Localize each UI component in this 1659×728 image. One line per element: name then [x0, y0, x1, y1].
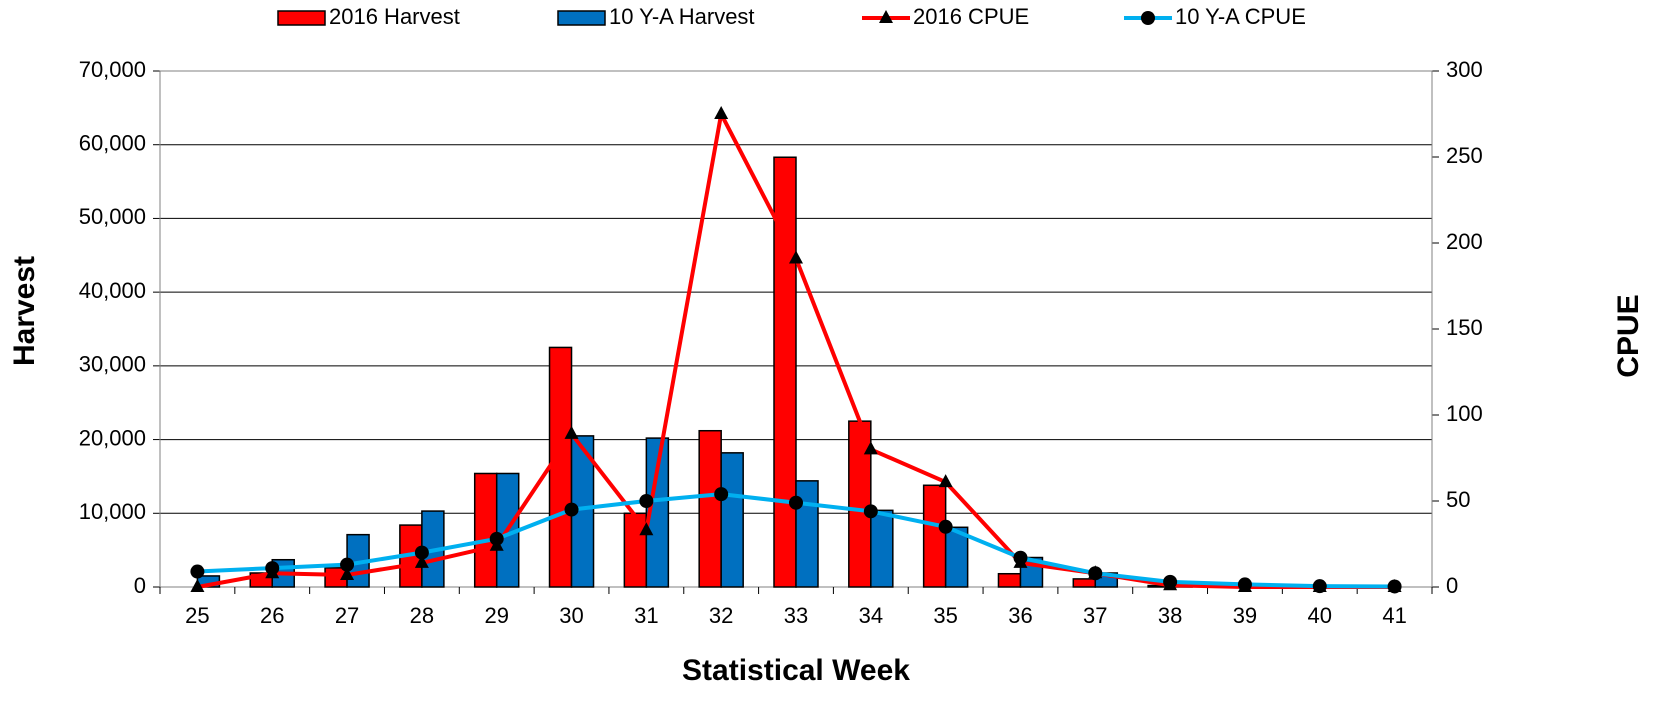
y2-tick-label: 50: [1446, 487, 1470, 512]
y-tick-label: 30,000: [79, 352, 146, 377]
x-tick-label: 29: [484, 603, 508, 628]
marker: [265, 561, 280, 576]
bar: [870, 509, 894, 588]
marker: [414, 554, 429, 568]
y2-tick-label: 200: [1446, 229, 1483, 254]
x-tick-label: 37: [1083, 603, 1107, 628]
marker: [639, 522, 654, 536]
legend-label: 10 Y-A CPUE: [1175, 4, 1306, 29]
legend-label: 2016 Harvest: [329, 4, 460, 29]
x-tick-label: 25: [185, 603, 209, 628]
marker: [863, 504, 878, 519]
marker: [1013, 550, 1028, 565]
y-tick-label: 40,000: [79, 278, 146, 303]
x-tick-label: 26: [260, 603, 284, 628]
bar: [645, 437, 670, 588]
legend-label: 10 Y-A Harvest: [609, 4, 755, 29]
y-tick-label: 60,000: [79, 131, 146, 156]
marker: [714, 487, 729, 502]
bar: [548, 346, 573, 588]
marker: [938, 519, 953, 534]
x-axis-title: Statistical Week: [682, 654, 910, 687]
x-tick-label: 34: [859, 603, 883, 628]
legend-swatch: [277, 10, 326, 26]
x-tick-label: 28: [410, 603, 434, 628]
y-tick-label: 10,000: [79, 499, 146, 524]
x-tick-label: 35: [933, 603, 957, 628]
y2-tick-label: 250: [1446, 143, 1483, 168]
y2-tick-label: 100: [1446, 401, 1483, 426]
marker: [938, 474, 953, 488]
marker: [340, 557, 355, 572]
y-tick-label: 70,000: [79, 57, 146, 82]
marker: [1387, 579, 1402, 594]
bar: [1072, 578, 1097, 588]
x-tick-label: 31: [634, 603, 658, 628]
x-tick-label: 36: [1008, 603, 1032, 628]
marker: [190, 579, 205, 592]
x-tick-label: 30: [559, 603, 583, 628]
legend-marker: [1141, 11, 1155, 25]
legend-marker: [879, 10, 893, 23]
x-tick-label: 40: [1308, 603, 1332, 628]
marker: [789, 250, 803, 264]
marker: [564, 425, 579, 439]
marker: [1237, 577, 1252, 592]
marker: [489, 531, 504, 546]
x-tick-label: 33: [784, 603, 808, 628]
bar: [944, 526, 969, 588]
bar: [795, 480, 819, 588]
x-tick-label: 38: [1158, 603, 1182, 628]
y2-tick-label: 0: [1446, 573, 1458, 598]
marker: [340, 566, 355, 580]
y-tick-label: 20,000: [79, 425, 146, 450]
legend-swatch: [557, 10, 606, 26]
marker: [190, 564, 205, 579]
marker: [564, 502, 579, 517]
y2-tick-label: 300: [1446, 57, 1483, 82]
y2-axis-title: CPUE: [1612, 294, 1645, 377]
y2-tick-label: 150: [1446, 315, 1483, 340]
bar: [997, 572, 1022, 588]
y-tick-label: 0: [134, 573, 146, 598]
marker: [1312, 579, 1327, 594]
marker: [1163, 574, 1178, 589]
marker: [639, 494, 654, 508]
x-tick-label: 32: [709, 603, 733, 628]
marker: [863, 441, 878, 455]
legend-label: 2016 CPUE: [913, 4, 1029, 29]
x-tick-label: 41: [1382, 603, 1406, 628]
bar: [922, 484, 947, 588]
x-tick-label: 27: [335, 603, 359, 628]
bar: [773, 156, 797, 588]
x-tick-label: 39: [1233, 603, 1257, 628]
marker: [414, 545, 429, 560]
bar: [473, 472, 498, 588]
bar: [720, 452, 744, 588]
bar: [698, 429, 722, 588]
y-tick-label: 50,000: [79, 204, 146, 229]
marker: [714, 106, 729, 119]
marker: [789, 495, 803, 510]
y-axis-title: Harvest: [8, 256, 41, 366]
marker: [1088, 566, 1103, 581]
